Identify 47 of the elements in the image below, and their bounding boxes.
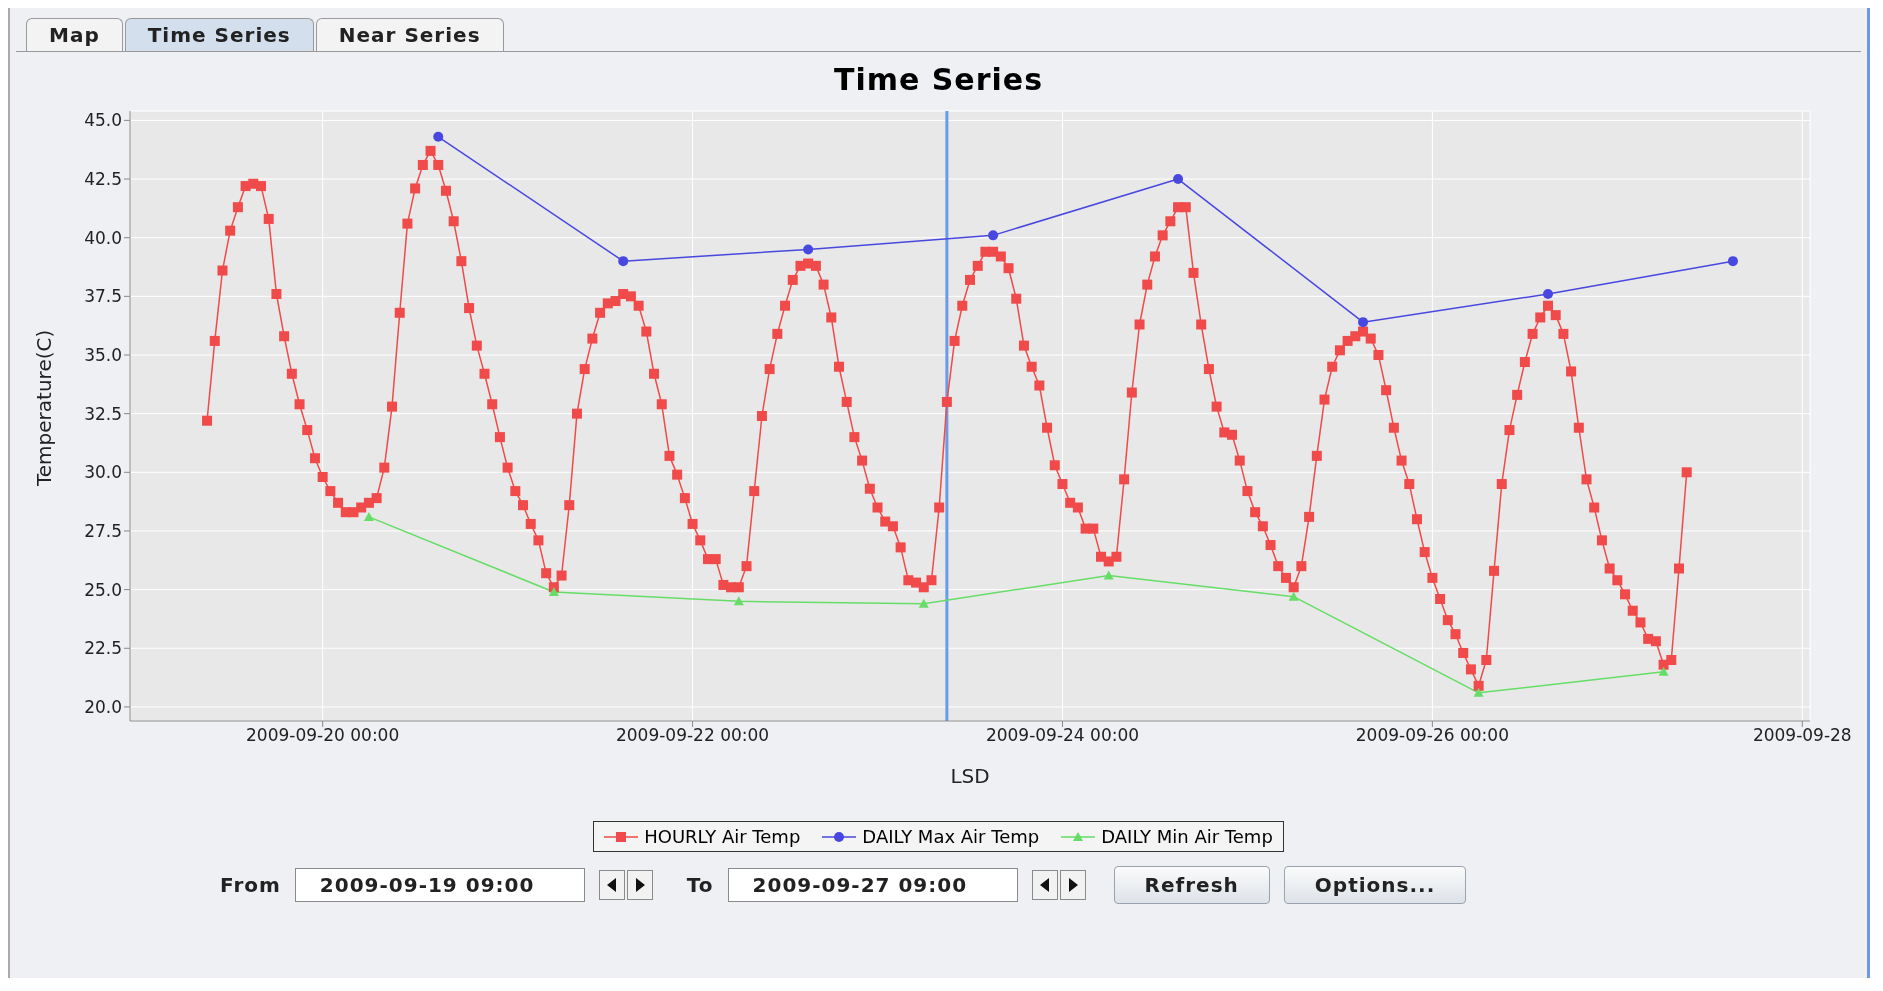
y-tick-label: 25.0 — [84, 579, 122, 600]
legend-label: DAILY Min Air Temp — [1101, 826, 1273, 847]
x-tick-label: 2009-09-26 00:00 — [1355, 725, 1509, 746]
point — [1173, 174, 1184, 185]
text: Near Series — [315, 18, 504, 51]
y-tick-label: 22.5 — [84, 638, 122, 659]
text: Refresh — [1113, 866, 1270, 904]
text: Options... — [1283, 866, 1467, 904]
text: From — [220, 873, 281, 897]
chart-title: Time Series — [832, 62, 1044, 97]
point — [803, 244, 814, 255]
text: Time Series — [124, 18, 314, 51]
legend-label: DAILY Max Air Temp — [862, 826, 1040, 847]
point — [988, 230, 999, 241]
text: Map — [26, 18, 123, 51]
point — [1103, 570, 1114, 580]
y-tick-label: 45.0 — [84, 110, 122, 131]
y-tick-label: 37.5 — [84, 286, 122, 307]
text: 2009-09-19 09:00 — [294, 868, 585, 902]
legend-label: HOURLY Air Temp — [644, 826, 801, 847]
y-tick-label: 32.5 — [84, 403, 122, 424]
y-tick-label: 20.0 — [84, 696, 122, 717]
point — [618, 256, 629, 267]
point — [733, 596, 744, 606]
point — [1473, 687, 1484, 697]
point — [548, 586, 559, 596]
text: To — [686, 873, 714, 897]
point — [918, 598, 929, 608]
x-tick-label: 2009-09-20 00:00 — [246, 725, 400, 746]
y-tick-label: 35.0 — [84, 345, 122, 366]
x-axis-title: LSD — [950, 764, 990, 788]
point — [433, 131, 444, 142]
point — [1727, 256, 1738, 267]
point — [1542, 289, 1553, 299]
point — [1358, 317, 1369, 328]
point — [1658, 666, 1669, 676]
x-tick-label: 2009-09-24 00:00 — [985, 725, 1140, 746]
y-axis-title: Temperature(C) — [32, 329, 57, 487]
x-tick-label: 2009-09-28 — [1752, 725, 1852, 746]
y-tick-label: 27.5 — [84, 521, 122, 541]
x-tick-label: 2009-09-22 00:00 — [615, 725, 770, 746]
y-tick-label: 42.5 — [84, 169, 122, 190]
text: 2009-09-27 09:00 — [727, 868, 1018, 902]
y-tick-label: 40.0 — [84, 227, 122, 248]
point — [1288, 591, 1299, 601]
point — [363, 511, 374, 521]
y-tick-label: 30.0 — [84, 462, 122, 483]
